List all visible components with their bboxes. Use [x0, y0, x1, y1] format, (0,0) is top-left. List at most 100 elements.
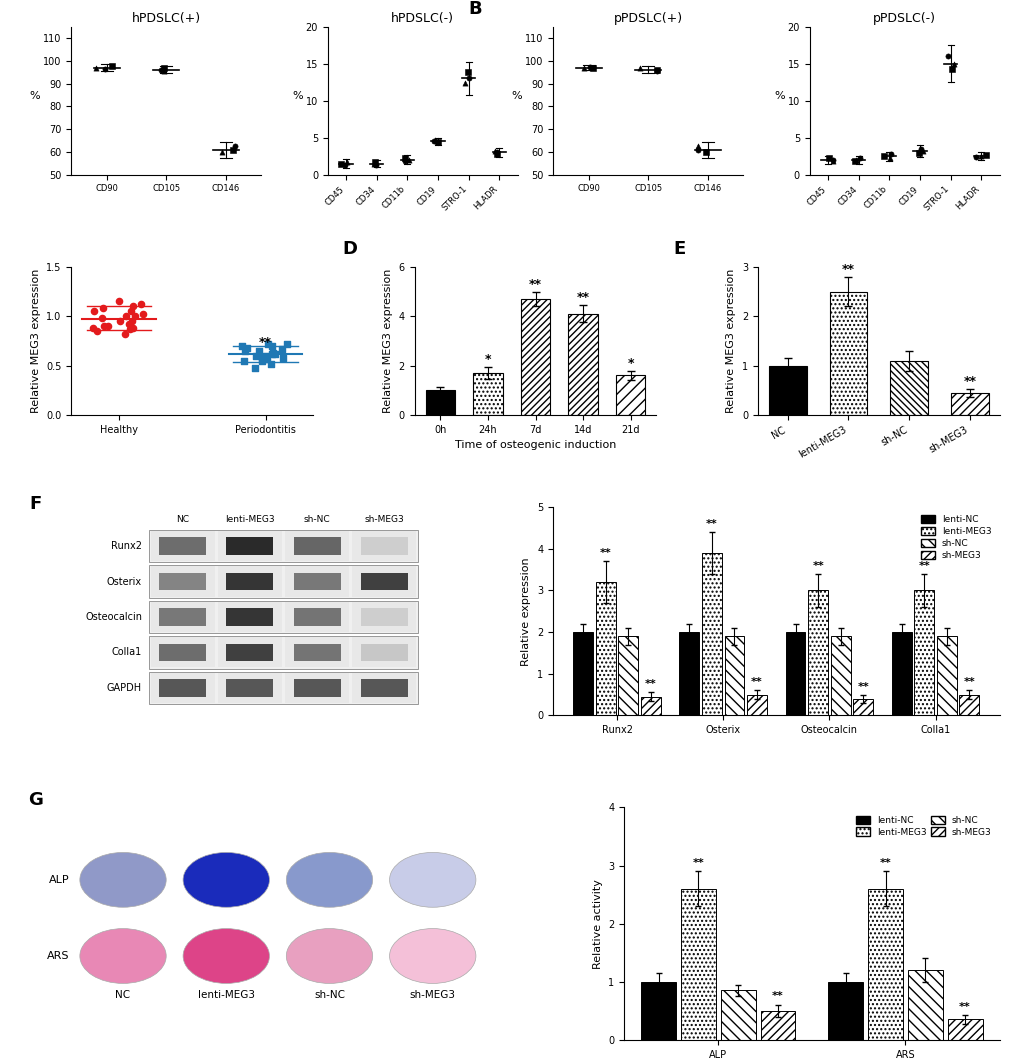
Bar — [151, 567, 214, 596]
Bar — [595, 582, 615, 715]
Text: sh-MEG3: sh-MEG3 — [410, 990, 455, 999]
Text: **: ** — [841, 263, 854, 276]
Bar — [785, 632, 805, 715]
Point — [122, 320, 139, 337]
Point — [100, 317, 116, 334]
Bar — [151, 673, 214, 702]
Text: *: * — [627, 356, 633, 370]
Point — [266, 345, 282, 362]
Point — [576, 59, 592, 76]
Bar — [959, 695, 978, 715]
Text: **: ** — [917, 561, 929, 571]
Point — [875, 147, 892, 164]
Point — [120, 315, 137, 332]
Point — [824, 152, 841, 169]
Text: Osteocalcin: Osteocalcin — [85, 612, 142, 622]
Point — [971, 147, 987, 164]
Bar — [149, 672, 418, 703]
Bar — [293, 573, 340, 591]
Point — [457, 74, 473, 91]
Text: Runx2: Runx2 — [111, 541, 142, 551]
Bar — [936, 637, 956, 715]
Bar — [950, 393, 987, 415]
Point — [118, 308, 135, 325]
Bar — [521, 299, 549, 415]
Text: GAPDH: GAPDH — [107, 683, 142, 693]
Bar — [361, 644, 408, 661]
Point — [258, 350, 274, 367]
Y-axis label: Relative expression: Relative expression — [521, 557, 531, 665]
Point — [153, 62, 169, 79]
Point — [125, 298, 142, 315]
Bar — [226, 679, 273, 697]
Text: **: ** — [599, 549, 611, 558]
Bar — [159, 679, 206, 697]
Bar — [285, 602, 348, 632]
Bar — [760, 1011, 795, 1040]
Ellipse shape — [182, 928, 269, 984]
Point — [396, 150, 413, 167]
Point — [486, 142, 502, 159]
Text: **: ** — [529, 278, 541, 291]
Point — [648, 63, 664, 80]
Point — [236, 343, 253, 360]
Bar — [151, 638, 214, 667]
Point — [938, 48, 955, 65]
Point — [248, 347, 264, 364]
Text: Osterix: Osterix — [107, 576, 142, 587]
Bar — [159, 573, 206, 591]
Text: ARS: ARS — [47, 951, 69, 961]
Point — [648, 62, 664, 79]
Bar — [149, 530, 418, 562]
Bar — [293, 679, 340, 697]
Bar — [151, 532, 214, 561]
Point — [156, 60, 172, 77]
Text: F: F — [29, 494, 41, 512]
Point — [135, 306, 151, 323]
Point — [461, 70, 477, 87]
Y-axis label: %: % — [291, 90, 303, 101]
Bar — [159, 537, 206, 555]
Text: NC: NC — [115, 990, 130, 999]
Point — [689, 138, 705, 155]
Text: **: ** — [958, 1002, 970, 1011]
Bar — [149, 637, 418, 668]
Bar — [218, 673, 281, 702]
Point — [254, 349, 270, 366]
Point — [689, 141, 705, 158]
Ellipse shape — [182, 852, 269, 907]
Point — [104, 57, 120, 74]
Bar — [226, 608, 273, 626]
Bar — [853, 699, 872, 715]
Text: **: ** — [576, 292, 589, 305]
Point — [247, 359, 263, 376]
Point — [819, 150, 836, 167]
Bar — [218, 532, 281, 561]
Y-axis label: %: % — [773, 90, 784, 101]
Bar — [361, 573, 408, 591]
Point — [94, 310, 110, 327]
Point — [396, 153, 413, 170]
Point — [127, 308, 144, 325]
Point — [116, 326, 132, 343]
Text: **: ** — [750, 677, 762, 688]
Point — [260, 335, 276, 352]
Bar — [285, 567, 348, 596]
Bar — [473, 373, 502, 415]
Text: **: ** — [811, 561, 823, 571]
Y-axis label: Relative activity: Relative activity — [592, 879, 602, 969]
Text: **: ** — [692, 857, 704, 868]
Point — [254, 352, 270, 369]
Bar — [285, 532, 348, 561]
Bar — [768, 366, 806, 415]
Bar — [353, 567, 416, 596]
Bar — [947, 1020, 981, 1040]
Title: pPDSLC(+): pPDSLC(+) — [613, 13, 682, 25]
Text: **: ** — [857, 681, 868, 692]
Text: *: * — [484, 353, 491, 366]
Text: **: ** — [771, 991, 783, 1002]
Point — [459, 64, 475, 81]
Bar — [226, 573, 273, 591]
Bar — [353, 532, 416, 561]
Point — [274, 349, 290, 366]
